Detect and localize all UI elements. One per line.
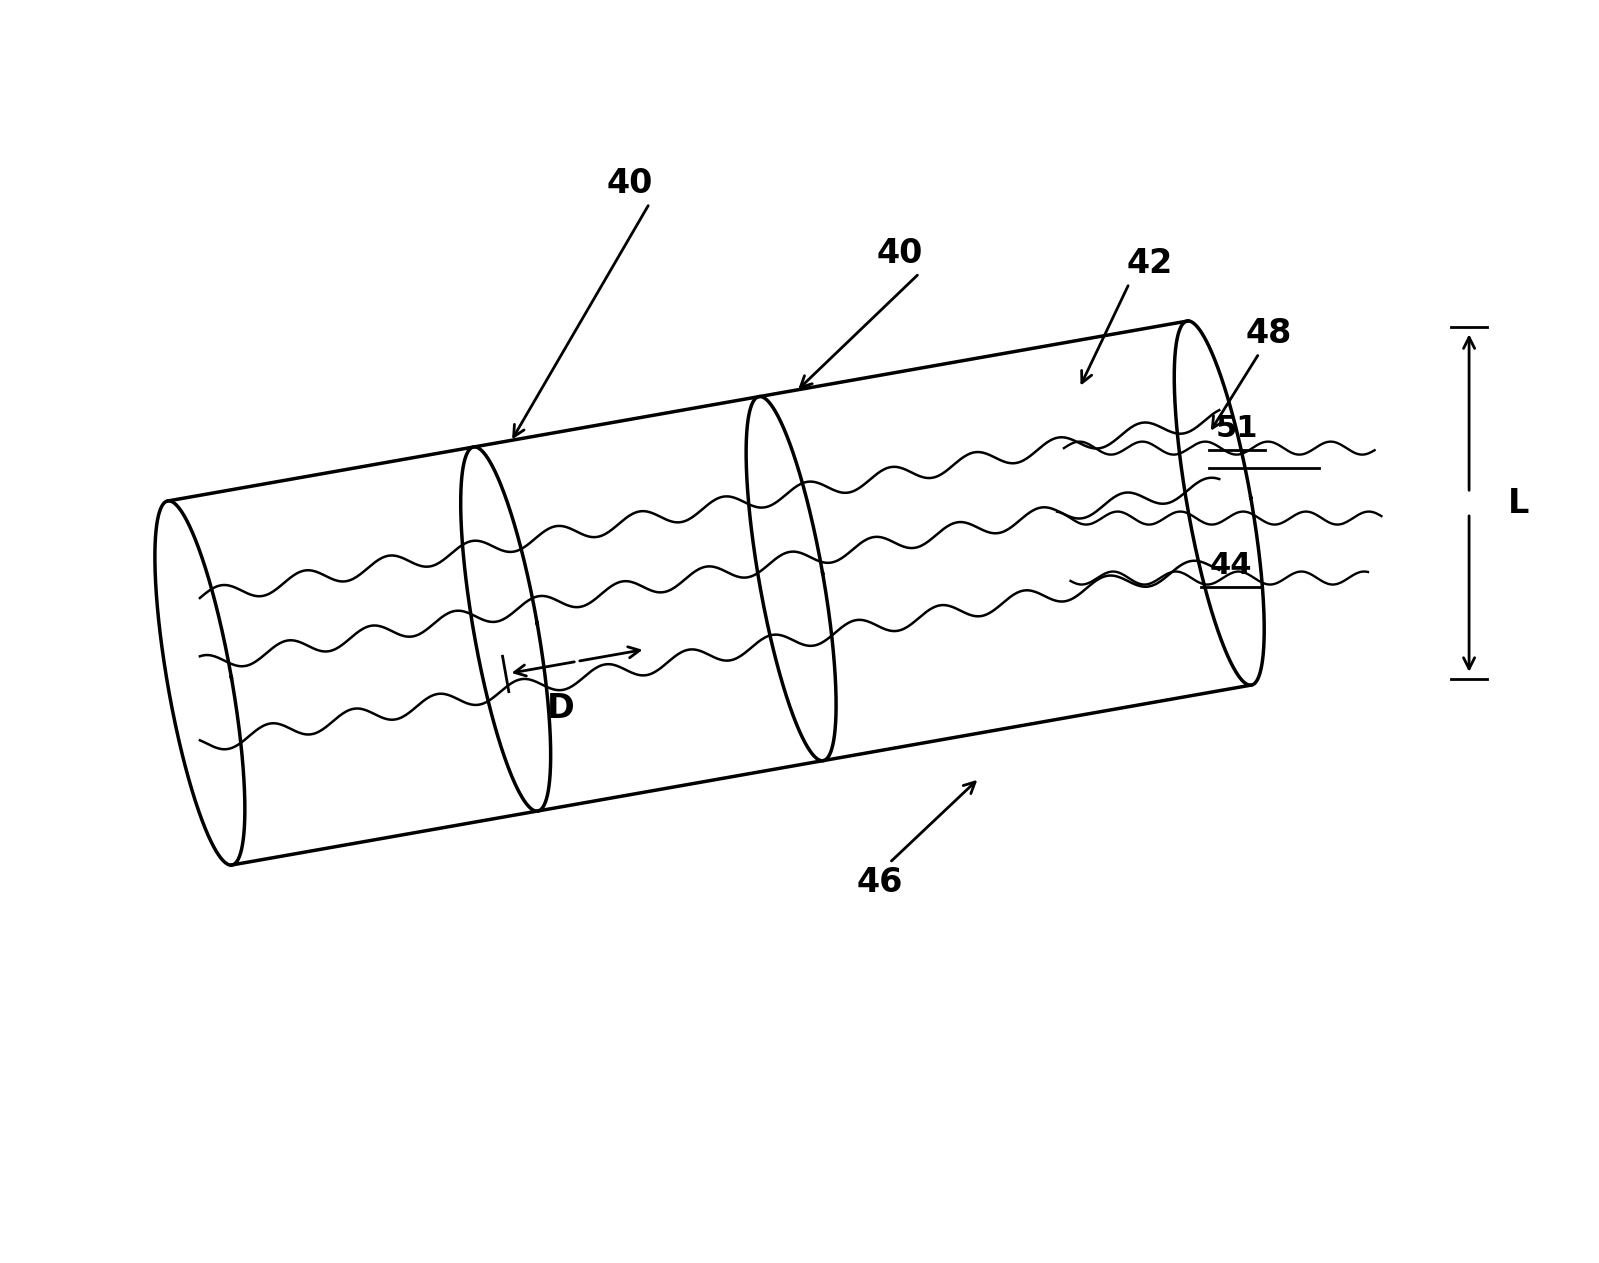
Text: D: D xyxy=(547,692,574,725)
Text: 40: 40 xyxy=(876,236,923,270)
Text: 51: 51 xyxy=(1215,413,1258,442)
Text: 48: 48 xyxy=(1246,317,1292,350)
Text: 42: 42 xyxy=(1126,246,1172,279)
Text: L: L xyxy=(1508,486,1530,519)
Text: 40: 40 xyxy=(606,167,652,200)
Text: 46: 46 xyxy=(855,866,903,899)
Text: 44: 44 xyxy=(1210,551,1252,580)
